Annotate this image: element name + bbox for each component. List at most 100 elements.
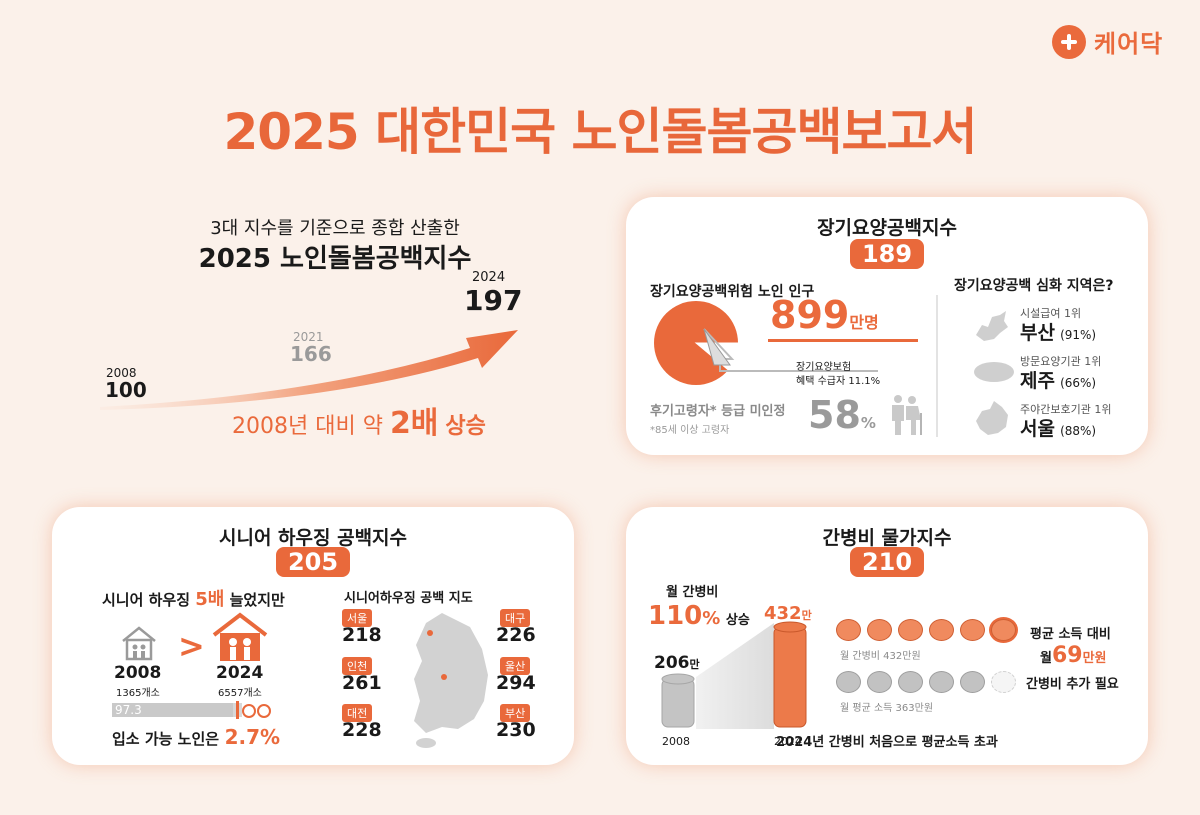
housing-growth-value: 5배 (195, 589, 225, 610)
point-2008-value: 100 (105, 378, 147, 402)
region-0-pct: (91%) (1060, 328, 1097, 342)
plus-icon (1052, 24, 1086, 59)
coin-stack-2008 (661, 673, 695, 728)
intro-headline: 2025 노인돌봄공백지수 (198, 244, 472, 274)
house-2008-icon (122, 626, 156, 661)
benefit-line1: 장기요양보험 (796, 362, 852, 373)
admit-bar-fill (112, 703, 233, 717)
region-1: 제주 (66%) (1020, 366, 1096, 393)
cost-2008: 206만 (654, 653, 700, 673)
region-2-name: 서울 (1020, 418, 1055, 440)
city-tag-4: 울산 (500, 657, 531, 675)
cost-2008-value: 206 (654, 653, 690, 673)
city-value-3: 226 (496, 624, 536, 646)
ltc-pop-unit: 만명 (849, 313, 879, 332)
housing-y2024: 2024 (216, 663, 264, 683)
ltc-benefit-note: 장기요양보험 혜택 수급자 11.1% (796, 361, 880, 389)
carecost-panel: 간병비 물가지수 210 월 간병비 110% 상승 206만 432만 200… (626, 507, 1148, 765)
right-value: 월69만원 (1040, 643, 1107, 668)
region-0-name: 부산 (1020, 322, 1055, 344)
intro-growth-value: 2배 (389, 406, 439, 441)
coin (898, 671, 923, 693)
housing-y2008: 2008 (114, 663, 162, 683)
coin (836, 671, 861, 693)
region-1-label: 방문요양기관 1위 (1020, 355, 1102, 368)
ltc-regions-heading: 장기요양공백 심화 지역은? (954, 278, 1114, 294)
right-number: 69 (1051, 643, 1083, 668)
housing-growth: 시니어 하우징 5배 늘었지만 (102, 585, 285, 611)
coins-grey-label: 월 평균 소득 363만원 (840, 703, 934, 714)
admit-bar-value: 97.3 (115, 703, 142, 717)
city-tag-3: 대구 (500, 609, 531, 627)
monthly-label: 월 간병비 (666, 585, 719, 600)
coin (929, 619, 954, 641)
region-0-label: 시설급여 1위 (1020, 307, 1082, 320)
unrated-unit: % (860, 414, 876, 432)
city-value-1: 261 (342, 672, 382, 694)
coin-row-orange (836, 619, 1016, 641)
ltc-pop-number: 899 (770, 293, 850, 337)
rise-suffix: 상승 (725, 613, 750, 628)
intro-subtitle: 3대 지수를 기준으로 종합 산출한 (210, 218, 460, 239)
pop-underline (768, 339, 918, 342)
right-line3: 간병비 추가 필요 (1026, 677, 1119, 692)
chevron-right-icon: > (178, 627, 205, 665)
point-2021-value: 166 (290, 342, 332, 366)
intro-growth-suffix: 상승 (445, 414, 486, 439)
ltc-divider (936, 295, 938, 437)
benefit-pct: 11.1% (848, 376, 881, 387)
intro-growth: 2008년 대비 약 2배 상승 (232, 398, 486, 442)
city-tag-1: 인천 (342, 657, 373, 675)
elderly-icon (242, 704, 271, 718)
coin-ghost (991, 671, 1016, 693)
housing-map-heading: 시니어하우징 공백 지도 (344, 591, 473, 606)
carecost-title: 간병비 물가지수 (822, 527, 952, 549)
coin-stacks-chart (661, 621, 807, 729)
region-1-name: 제주 (1020, 370, 1055, 392)
city-value-4: 294 (496, 672, 536, 694)
ltc-index-badge: 189 (850, 239, 924, 269)
cost-2024-unit: 만 (801, 609, 812, 622)
year-2008: 2008 (662, 735, 690, 748)
coin (960, 671, 985, 693)
brand-name: 케어닥 (1094, 30, 1164, 58)
intro-growth-prefix: 2008년 대비 약 (232, 414, 383, 439)
cost-2024-value: 432 (764, 603, 802, 624)
coin (836, 619, 861, 641)
coin-row-grey (836, 671, 1016, 693)
ltc-unrated-value: 58% (808, 393, 876, 437)
city-value-0: 218 (342, 624, 382, 646)
coin (867, 671, 892, 693)
region-1-pct: (66%) (1060, 376, 1097, 390)
coin (929, 671, 954, 693)
korea-map-icon (414, 613, 488, 748)
pie-callout-arrow (703, 328, 878, 372)
page-title: 2025 대한민국 노인돌봄공백보고서 (223, 103, 978, 161)
rise-unit: % (702, 608, 721, 629)
housing-panel: 시니어 하우징 공백지수 205 시니어 하우징 5배 늘었지만 > 2008 … (52, 507, 574, 765)
housing-y2008-count: 1365개소 (116, 688, 160, 699)
point-2021-year: 2021 (293, 330, 324, 344)
ltc-unrated-label: 후기고령자* 등급 미인정 (650, 404, 786, 419)
city-tag-2: 대전 (342, 704, 373, 722)
housing-growth-suffix: 늘었지만 (229, 591, 285, 609)
city-value-2: 228 (342, 719, 382, 741)
rise: 110% 상승 (648, 601, 750, 631)
region-0: 부산 (91%) (1020, 318, 1096, 345)
carecost-index-badge: 210 (850, 547, 924, 577)
elderly-couple-icon (892, 395, 922, 435)
city-tag-5: 부산 (500, 704, 531, 722)
city-value-5: 230 (496, 719, 536, 741)
admit-prefix: 입소 가능 노인은 (112, 730, 220, 748)
housing-y2024-count: 6557개소 (218, 688, 262, 699)
house-2024-icon (212, 612, 268, 661)
right-line1: 평균 소득 대비 (1030, 627, 1111, 642)
rise-value: 110 (648, 601, 703, 631)
housing-title: 시니어 하우징 공백지수 (218, 527, 408, 549)
point-2024-year: 2024 (472, 270, 506, 285)
coin (960, 619, 985, 641)
jeju-map-icon (974, 362, 1014, 382)
benefit-line2: 혜택 수급자 (796, 376, 846, 387)
admit-bar-marker (236, 701, 239, 719)
cost-2008-unit: 만 (689, 658, 700, 671)
